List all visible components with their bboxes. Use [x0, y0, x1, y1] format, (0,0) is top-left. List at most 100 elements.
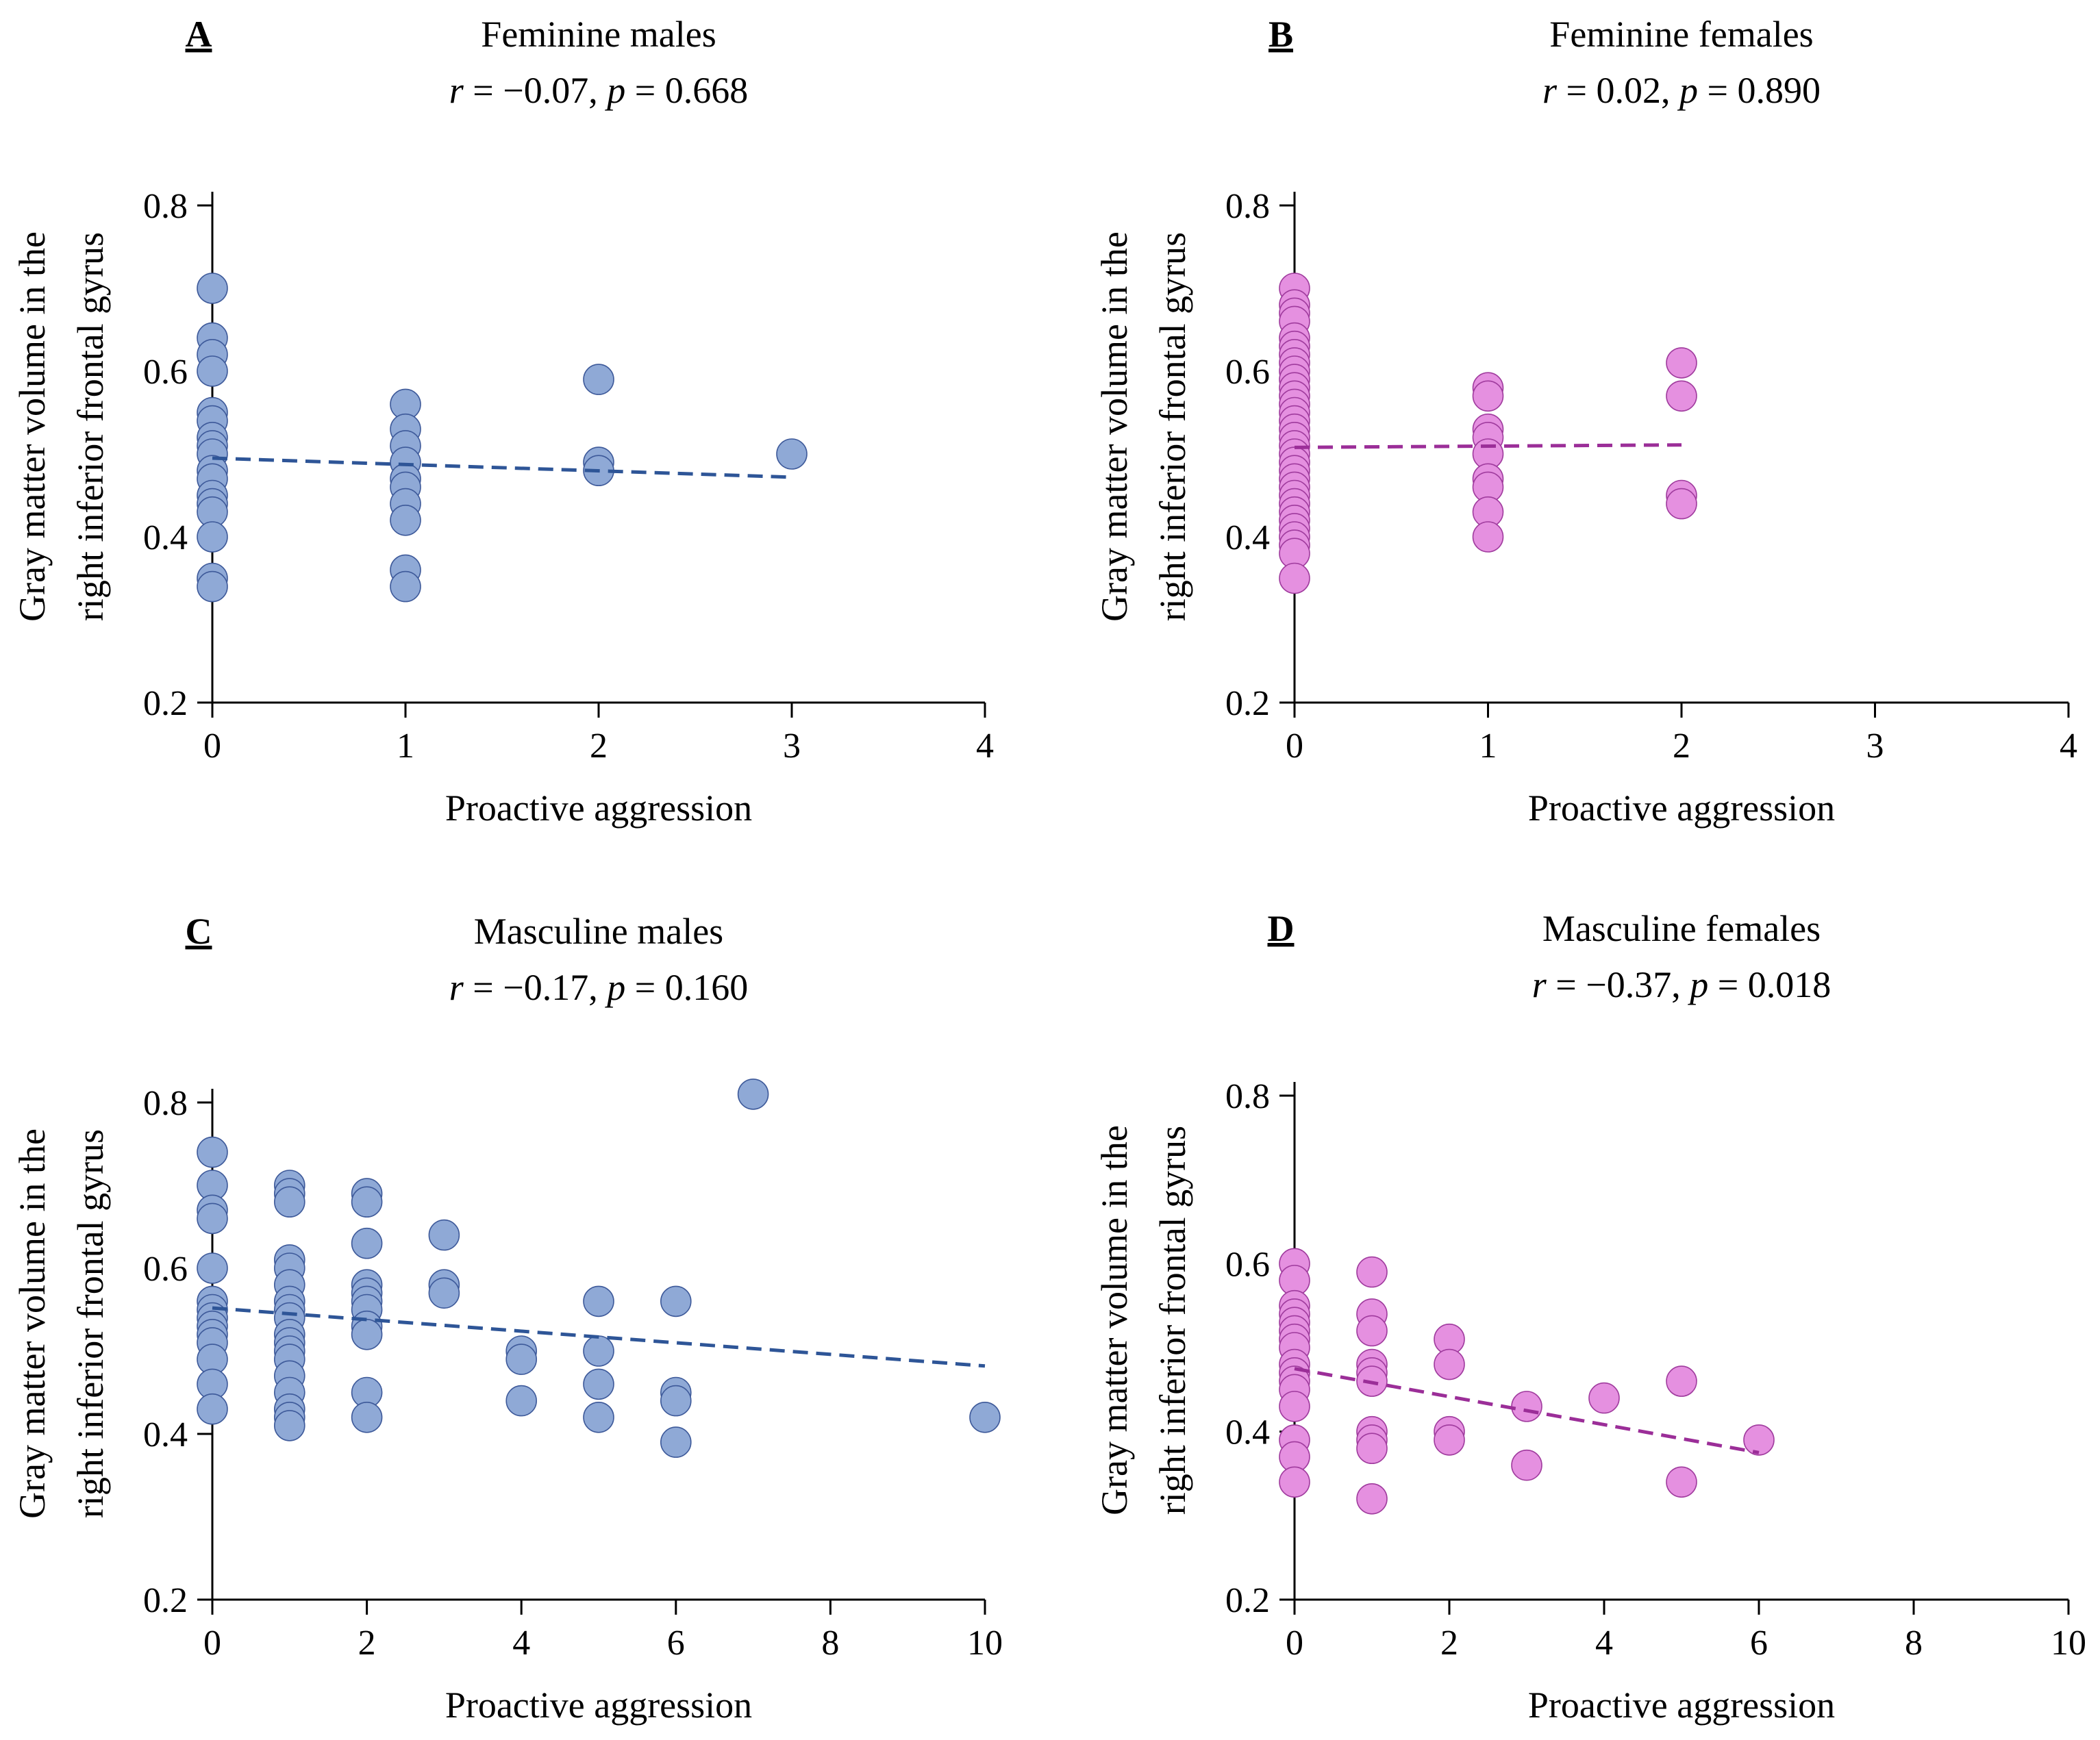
data-point: [1279, 1466, 1310, 1498]
chart-title: Masculine females: [1542, 908, 1821, 949]
stat-equals: =: [464, 70, 503, 111]
x-tick-label: 10: [967, 1624, 1003, 1663]
y-tick-label: 0.8: [1225, 187, 1270, 226]
stat-r-symbol: r: [1542, 70, 1558, 111]
data-point: [583, 1285, 614, 1317]
x-tick-label: 3: [1866, 727, 1884, 766]
x-tick-label: 2: [358, 1624, 376, 1663]
data-point: [351, 1186, 383, 1218]
data-point: [1666, 347, 1697, 379]
y-tick-label: 0.8: [143, 187, 188, 226]
data-point: [1279, 1391, 1310, 1422]
data-point: [1666, 488, 1697, 520]
stat-r-value: 0.02: [1597, 70, 1662, 111]
stat-equals: =: [464, 967, 503, 1008]
data-point: [1472, 380, 1504, 412]
x-axis-label: Proactive aggression: [445, 787, 752, 829]
y-tick-label: 0.6: [143, 1250, 188, 1289]
y-axis-label: right inferior frontal gyrus: [70, 1129, 111, 1518]
y-tick-label: 0.2: [1225, 1581, 1270, 1620]
x-tick-label: 4: [512, 1624, 530, 1663]
data-point: [428, 1277, 460, 1309]
data-point: [505, 1385, 538, 1417]
stat-p-symbol: p: [604, 70, 625, 111]
data-point: [390, 570, 421, 603]
stats-line: r = 0.02, p = 0.890: [1542, 70, 1821, 111]
stat-separator: ,: [1661, 70, 1679, 111]
data-point: [273, 1410, 305, 1441]
data-point: [583, 1335, 614, 1367]
data-point: [583, 1402, 614, 1433]
data-point: [505, 1344, 538, 1375]
stat-p-symbol: p: [1687, 964, 1708, 1005]
stat-separator: ,: [588, 967, 607, 1008]
data-point: [1743, 1424, 1775, 1456]
y-tick-label: 0.2: [143, 684, 188, 723]
data-point: [351, 1319, 383, 1350]
data-point: [1511, 1391, 1542, 1422]
data-point: [660, 1285, 692, 1317]
data-point: [1356, 1483, 1388, 1515]
stat-equals: =: [1708, 964, 1747, 1005]
data-point: [351, 1227, 383, 1259]
data-point: [197, 1252, 228, 1284]
panel-a: A Feminine males r = −0.07, p = 0.668 0.2 0.…: [12, 14, 994, 829]
y-axis-label: Gray matter volume in the: [1094, 1125, 1135, 1515]
data-point: [428, 1219, 460, 1251]
data-point: [390, 504, 421, 536]
y-tick-label: 0.2: [1225, 684, 1270, 723]
data-point: [1666, 1365, 1697, 1397]
stat-r-value: −0.37: [1586, 964, 1671, 1005]
y-tick-label: 0.4: [1225, 1413, 1270, 1452]
stat-p-symbol: p: [604, 967, 625, 1008]
stat-r-value: −0.17: [503, 967, 588, 1008]
stat-equals: =: [1547, 964, 1586, 1005]
y-tick-label: 0.2: [143, 1581, 188, 1620]
y-axis-label: Gray matter volume in the: [12, 1129, 53, 1519]
data-point: [197, 570, 228, 603]
panel-letter: A: [186, 14, 212, 55]
data-point: [197, 1136, 228, 1168]
data-point: [1279, 562, 1310, 594]
x-tick-label: 4: [976, 727, 994, 766]
y-tick-label: 0.6: [1225, 353, 1270, 392]
stat-equals: =: [625, 967, 664, 1008]
data-point: [1434, 1424, 1465, 1456]
data-point: [1472, 521, 1504, 553]
regression-line: [212, 1306, 986, 1368]
x-tick-label: 1: [1479, 727, 1497, 766]
x-axis-label: Proactive aggression: [1528, 787, 1835, 829]
chart-title: Feminine females: [1549, 14, 1813, 55]
x-tick-label: 0: [203, 727, 221, 766]
y-axis-label: Gray matter volume in the: [1094, 231, 1135, 622]
y-tick-label: 0.8: [1225, 1077, 1270, 1116]
y-tick-label: 0.4: [143, 518, 188, 557]
data-point: [1356, 1433, 1388, 1464]
y-axis-label: right inferior frontal gyrus: [1152, 232, 1193, 621]
stat-equals: =: [1557, 70, 1596, 111]
data-point: [197, 521, 228, 553]
data-point: [197, 355, 228, 387]
y-tick-label: 0.6: [1225, 1245, 1270, 1284]
stat-p-symbol: p: [1677, 70, 1698, 111]
chart-title: Feminine males: [481, 14, 716, 55]
y-axis-label: right inferior frontal gyrus: [70, 232, 111, 621]
x-tick-label: 1: [397, 727, 414, 766]
data-point: [1356, 1256, 1388, 1288]
regression-line: [1294, 443, 1682, 449]
data-point: [1588, 1382, 1620, 1414]
panel-b: B Feminine females r = 0.02, p = 0.890 0.2 0…: [1094, 14, 2077, 829]
x-tick-label: 8: [1905, 1624, 1923, 1663]
data-point: [197, 273, 228, 304]
x-tick-label: 10: [2051, 1624, 2086, 1663]
x-tick-label: 6: [667, 1624, 685, 1663]
y-axis-label: Gray matter volume in the: [12, 231, 53, 622]
data-point: [1356, 1315, 1388, 1347]
x-tick-label: 0: [203, 1624, 221, 1663]
stat-equals: =: [625, 70, 664, 111]
stat-r-symbol: r: [449, 70, 464, 111]
data-point: [583, 364, 614, 395]
data-point: [197, 1202, 228, 1235]
data-point: [1666, 1466, 1697, 1498]
